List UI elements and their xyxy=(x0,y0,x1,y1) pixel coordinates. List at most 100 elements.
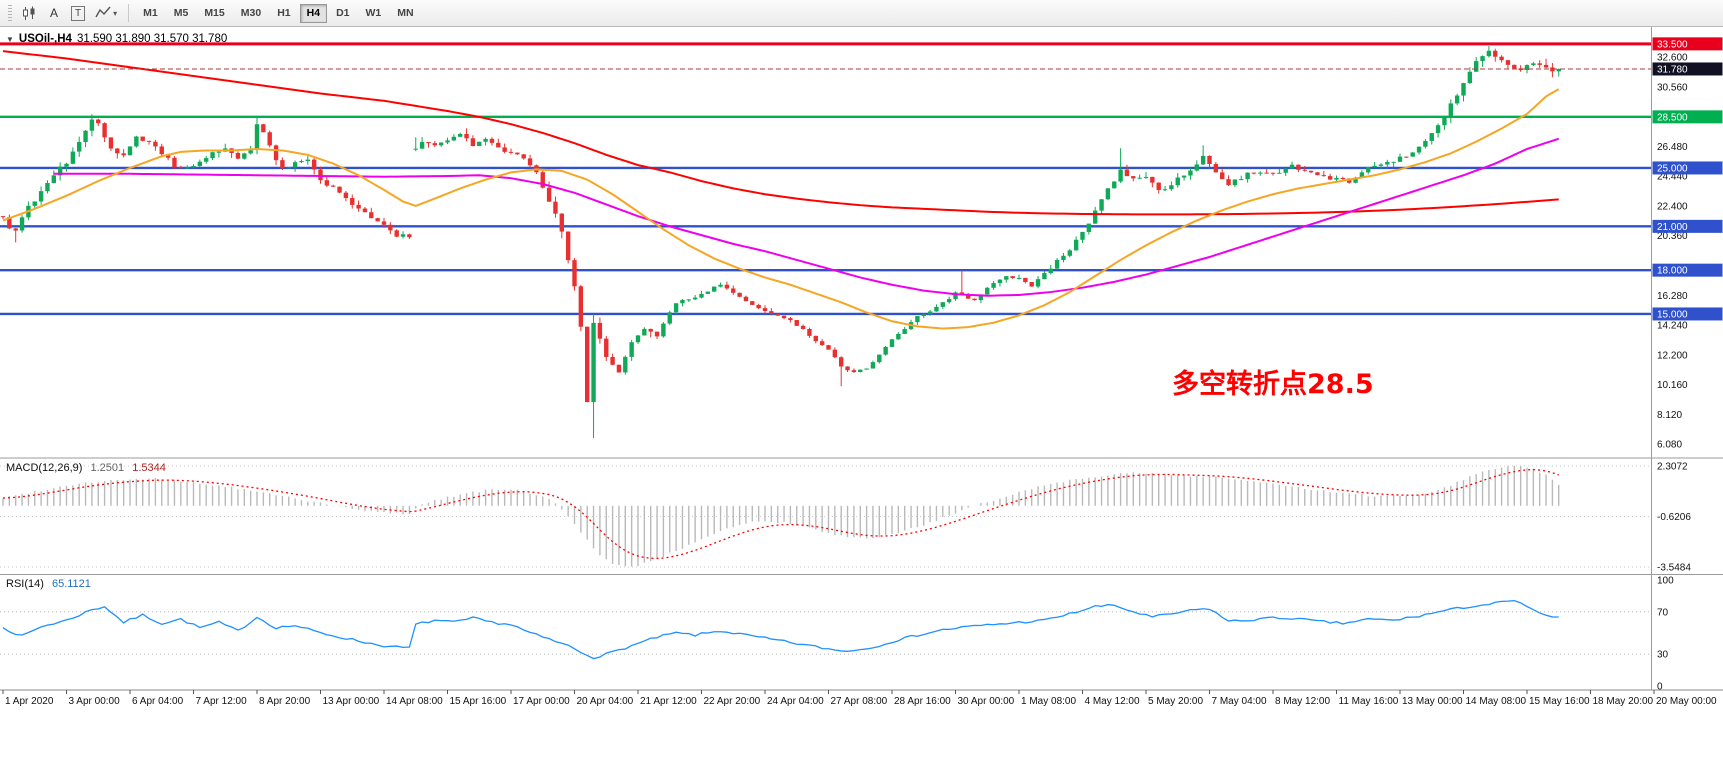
new-chart-button[interactable] xyxy=(18,3,41,24)
time-axis-label: 14 Apr 08:00 xyxy=(386,696,443,707)
toolbar-grip[interactable] xyxy=(8,5,12,21)
time-axis-label: 22 Apr 20:00 xyxy=(704,696,761,707)
tf-mn[interactable]: MN xyxy=(390,4,420,23)
tf-m5[interactable]: M5 xyxy=(167,4,196,23)
rsi-line xyxy=(2,600,1559,660)
macd-indicator-label: MACD(12,26,9) 1.2501 1.5344 xyxy=(6,462,166,474)
tf-m30[interactable]: M30 xyxy=(234,4,268,23)
price-axis-label: 32.600 xyxy=(1657,53,1688,64)
time-axis-label: 4 May 12:00 xyxy=(1085,696,1140,707)
time-axis-label: 7 Apr 12:00 xyxy=(196,696,248,707)
rsi-axis-label: 30 xyxy=(1657,650,1669,661)
text-annotation-label: A xyxy=(49,6,58,20)
rsi-indicator-label: RSI(14) 65.1121 xyxy=(6,578,91,590)
mid-ma-line[interactable] xyxy=(53,137,1560,297)
tf-h4[interactable]: H4 xyxy=(299,3,328,23)
price-axis-badge xyxy=(1652,219,1723,233)
price-chart-canvas[interactable]: 32.600 30.560 26.480 24.440 22.400 20.360 16.2… xyxy=(0,27,1723,712)
macd-axis-label: -0.6206 xyxy=(1657,512,1691,523)
time-axis-label: 15 May 16:00 xyxy=(1529,696,1590,707)
price-axis-label: 20.360 xyxy=(1657,231,1688,242)
price-axis-label: 14.240 xyxy=(1657,321,1688,332)
price-axis-label: 12.200 xyxy=(1657,350,1688,361)
fast-ma-line[interactable] xyxy=(2,88,1560,330)
price-axis-label: 16.280 xyxy=(1657,291,1688,302)
macd-signal-line xyxy=(2,468,1559,560)
tf-w1[interactable]: W1 xyxy=(359,4,389,23)
price-axis-label: 22.400 xyxy=(1657,201,1688,212)
tf-h1[interactable]: H1 xyxy=(270,4,297,23)
chart-title: ▼ USOil-,H4 31.590 31.890 31.570 31.780 xyxy=(6,33,227,45)
price-axis-badge xyxy=(1652,307,1723,321)
main-plot[interactable] xyxy=(0,42,1652,439)
price-axis-label: 6.080 xyxy=(1657,440,1682,451)
time-axis-label: 7 May 04:00 xyxy=(1212,696,1267,707)
macd-main-value: 1.2501 xyxy=(90,462,125,474)
price-axis-badge-label: 28.500 xyxy=(1657,112,1688,123)
price-axis-badge-label: 15.000 xyxy=(1657,309,1688,320)
time-axis-label: 1 Apr 2020 xyxy=(5,696,54,707)
time-axis[interactable]: 1 Apr 2020 3 Apr 00:00 6 Apr 04:00 7 Apr 12… xyxy=(2,690,1717,707)
rsi-axis-label: 70 xyxy=(1657,607,1669,618)
macd-axis-label: -3.5484 xyxy=(1657,563,1691,574)
time-axis-label: 8 Apr 20:00 xyxy=(259,696,311,707)
time-axis-label: 14 May 08:00 xyxy=(1466,696,1527,707)
macd-plot[interactable] xyxy=(0,465,1652,568)
rsi-name: RSI(14) xyxy=(6,578,44,590)
time-axis-label: 20 May 00:00 xyxy=(1656,696,1717,707)
macd-histogram xyxy=(2,465,1560,567)
tf-m15[interactable]: M15 xyxy=(197,4,231,23)
line-studies-button[interactable]: ▾ xyxy=(91,3,121,24)
text-box-button[interactable]: T xyxy=(67,3,89,24)
price-axis-badge xyxy=(1652,37,1723,51)
price-axis-label: 30.560 xyxy=(1657,82,1688,93)
macd-signal-value: 1.5344 xyxy=(132,462,166,474)
price-axis-badge-label: 18.000 xyxy=(1657,266,1688,277)
time-axis-label: 27 Apr 08:00 xyxy=(831,696,888,707)
bottom-blank-area xyxy=(0,712,1723,782)
rsi-axis-label: 0 xyxy=(1657,682,1663,693)
price-axis-badge-label: 25.000 xyxy=(1657,163,1688,174)
price-axis-badge xyxy=(1652,62,1723,76)
candlestick-chart-icon xyxy=(23,6,35,20)
ohlc-values: 31.590 31.890 31.570 31.780 xyxy=(76,33,228,45)
tf-m1[interactable]: M1 xyxy=(136,4,165,23)
macd-axis-label: 2.3072 xyxy=(1657,462,1688,473)
price-axis-badge-label: 31.780 xyxy=(1657,64,1688,75)
toolbar: A T ▾ M1 M5 M15 M30 H1 H4 D1 W1 MN xyxy=(0,0,1723,27)
price-axis-badge-label: 21.000 xyxy=(1657,222,1688,233)
panel-chrome xyxy=(0,27,1723,691)
price-axis-badge xyxy=(1652,263,1723,277)
time-axis-label: 1 May 08:00 xyxy=(1021,696,1076,707)
time-axis-label: 20 Apr 04:00 xyxy=(577,696,634,707)
price-axis-label: 8.120 xyxy=(1657,410,1682,421)
time-axis-label: 17 Apr 00:00 xyxy=(513,696,570,707)
time-axis-label: 11 May 16:00 xyxy=(1339,696,1399,707)
slow-ma-line[interactable] xyxy=(2,50,1559,216)
rsi-plot[interactable] xyxy=(0,600,1652,660)
time-axis-label: 30 Apr 00:00 xyxy=(958,696,1015,707)
time-axis-label: 28 Apr 16:00 xyxy=(894,696,951,707)
toolbar-separator xyxy=(128,4,130,22)
price-axis-label: 10.160 xyxy=(1657,380,1688,391)
time-axis-label: 24 Apr 04:00 xyxy=(767,696,824,707)
zigzag-line-icon xyxy=(95,6,111,18)
time-axis-label: 5 May 20:00 xyxy=(1148,696,1203,707)
time-axis-label: 3 Apr 00:00 xyxy=(69,696,121,707)
chart-window: 32.600 30.560 26.480 24.440 22.400 20.360 16.2… xyxy=(0,27,1723,782)
time-axis-label: 18 May 20:00 xyxy=(1593,696,1654,707)
symbol-label: USOil-,H4 xyxy=(18,33,72,45)
price-axis-badge xyxy=(1652,161,1723,175)
price-axis-label: 26.480 xyxy=(1657,142,1688,153)
chevron-down-icon: ▾ xyxy=(113,8,118,18)
price-axis-badge xyxy=(1652,110,1723,124)
text-annotation-button[interactable]: A xyxy=(43,3,65,24)
collapse-arrow-icon[interactable]: ▼ xyxy=(6,34,14,44)
tf-d1[interactable]: D1 xyxy=(329,4,356,23)
time-axis-label: 13 Apr 00:00 xyxy=(323,696,380,707)
price-axis[interactable]: 32.600 30.560 26.480 24.440 22.400 20.360 16.2… xyxy=(1652,37,1723,693)
time-axis-label: 13 May 00:00 xyxy=(1402,696,1463,707)
rsi-value: 65.1121 xyxy=(51,578,91,590)
text-box-label: T xyxy=(71,5,86,21)
chart-annotation-text: 多空转折点28.5 xyxy=(1172,369,1374,400)
